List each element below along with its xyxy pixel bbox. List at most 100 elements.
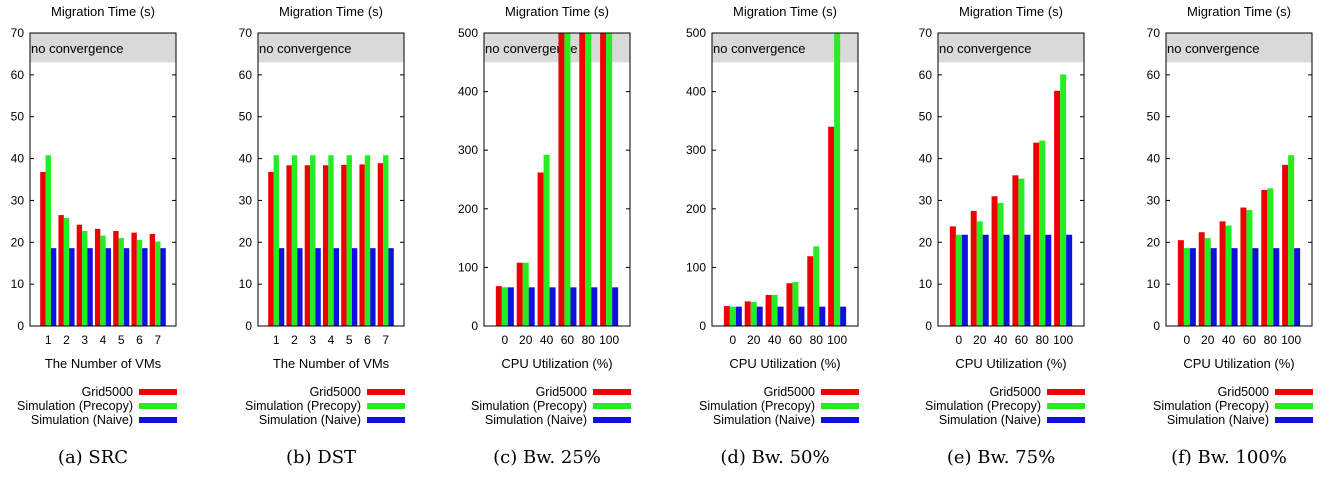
legend-swatch-naive — [593, 417, 631, 423]
y-tick-label: 0 — [699, 319, 706, 333]
bar-grid5000 — [949, 226, 956, 326]
x-tick-label: 60 — [1243, 333, 1257, 347]
no-convergence-band — [938, 33, 1084, 63]
bar-grid5000 — [1054, 90, 1061, 327]
x-tick-label: 7 — [154, 333, 161, 347]
y-tick-label: 400 — [686, 85, 706, 99]
legend-label-grid5000: Grid5000 — [536, 385, 587, 399]
bar-precopy — [346, 155, 352, 326]
y-tick-label: 20 — [239, 235, 253, 249]
bar-grid5000 — [1282, 164, 1289, 326]
bar-precopy — [1060, 74, 1067, 326]
x-tick-label: 80 — [582, 333, 596, 347]
bar-naive — [69, 248, 75, 326]
y-tick-label: 500 — [686, 26, 706, 40]
chart-panel: no convergence Migration Time (s) 0 10 20 30 4… — [1147, 4, 1313, 468]
figure-caption: (a) SRC — [58, 447, 128, 468]
bar-precopy — [1225, 225, 1232, 326]
bar-grid5000 — [40, 171, 46, 326]
x-tick-label: 3 — [309, 333, 316, 347]
x-tick-label: 1 — [273, 333, 280, 347]
legend-label-naive: Simulation (Naive) — [31, 413, 133, 427]
bar-grid5000 — [58, 215, 64, 326]
bar-grid5000 — [991, 196, 998, 326]
legend-swatch-precopy — [1275, 403, 1313, 409]
legend-label-naive: Simulation (Naive) — [259, 413, 361, 427]
bar-precopy — [792, 282, 799, 326]
bar-grid5000 — [600, 33, 607, 326]
y-tick-label: 70 — [1147, 26, 1161, 40]
bar-naive — [50, 248, 57, 326]
y-tick-label: 10 — [1147, 277, 1161, 291]
bar-grid5000 — [322, 165, 329, 326]
x-tick-label: 0 — [730, 333, 737, 347]
legend-label-grid5000: Grid5000 — [310, 385, 361, 399]
chart-panel: no convergence Migration Time (s) 0 10 20 30 4… — [919, 4, 1085, 468]
y-tick-label: 0 — [245, 319, 252, 333]
bar-naive — [1003, 234, 1010, 326]
bar-naive — [1024, 234, 1031, 326]
legend-swatch-naive — [139, 417, 177, 423]
bar-naive — [1273, 248, 1280, 326]
bar-naive — [142, 248, 148, 326]
x-axis-label: CPU Utilization (%) — [501, 356, 612, 371]
x-tick-label: 80 — [1264, 333, 1278, 347]
y-tick-label: 60 — [919, 68, 933, 82]
bar-precopy — [813, 246, 820, 326]
chart-title: Migration Time (s) — [733, 4, 837, 19]
x-tick-label: 80 — [1036, 333, 1050, 347]
y-tick-label: 100 — [458, 260, 478, 274]
bar-naive — [333, 248, 340, 326]
bar-precopy — [1183, 248, 1190, 326]
y-tick-label: 30 — [11, 193, 25, 207]
bar-precopy — [729, 306, 736, 326]
y-tick-label: 300 — [458, 143, 478, 157]
y-tick-label: 70 — [239, 26, 253, 40]
plot-frame — [257, 32, 405, 327]
bar-naive — [570, 287, 577, 326]
y-tick-label: 0 — [925, 319, 932, 333]
bar-grid5000 — [723, 306, 730, 326]
x-tick-label: 4 — [100, 333, 107, 347]
bar-naive — [297, 248, 303, 326]
band-label: no convergence — [259, 41, 352, 56]
bar-naive — [1045, 234, 1052, 326]
band-label: no convergence — [1167, 41, 1260, 56]
bar-precopy — [155, 241, 161, 326]
bar-precopy — [522, 262, 529, 326]
bar-precopy — [45, 155, 51, 326]
bar-precopy — [564, 33, 571, 326]
bar-grid5000 — [377, 163, 384, 326]
band-label: no convergence — [713, 41, 806, 56]
legend-swatch-grid5000 — [593, 389, 631, 395]
bar-precopy — [328, 155, 334, 326]
bar-naive — [315, 248, 321, 326]
y-tick-label: 40 — [11, 152, 25, 166]
bar-naive — [961, 234, 968, 326]
bar-naive — [1294, 248, 1301, 326]
bar-naive — [549, 287, 556, 326]
bar-naive — [756, 306, 763, 326]
no-convergence-band — [258, 33, 404, 63]
no-convergence-band — [712, 33, 858, 63]
legend-label-naive: Simulation (Naive) — [713, 413, 815, 427]
bar-naive — [388, 248, 394, 326]
y-tick-label: 100 — [686, 260, 706, 274]
bar-naive — [123, 248, 130, 326]
bar-grid5000 — [1012, 175, 1019, 326]
chart-title: Migration Time (s) — [1187, 4, 1291, 19]
y-tick-label: 20 — [919, 235, 933, 249]
y-tick-label: 0 — [1153, 319, 1160, 333]
chart-title: Migration Time (s) — [959, 4, 1063, 19]
y-tick-label: 60 — [11, 68, 25, 82]
x-axis-label: The Number of VMs — [45, 356, 162, 371]
bar-precopy — [1246, 210, 1253, 326]
bar-precopy — [501, 287, 508, 326]
y-tick-label: 0 — [471, 319, 478, 333]
bar-precopy — [771, 294, 778, 326]
legend-label-grid5000: Grid5000 — [764, 385, 815, 399]
bar-precopy — [585, 33, 592, 326]
y-tick-label: 400 — [458, 85, 478, 99]
y-tick-label: 30 — [919, 193, 933, 207]
bar-naive — [351, 248, 358, 326]
